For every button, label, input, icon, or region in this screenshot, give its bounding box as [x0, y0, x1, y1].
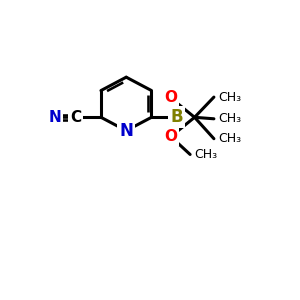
- Text: CH₃: CH₃: [195, 148, 218, 161]
- Text: N: N: [49, 110, 61, 125]
- Text: O: O: [164, 91, 177, 106]
- Text: CH₃: CH₃: [218, 112, 242, 125]
- Text: B: B: [170, 108, 183, 126]
- Text: O: O: [164, 129, 177, 144]
- Text: CH₃: CH₃: [218, 132, 242, 145]
- Text: N: N: [119, 122, 133, 140]
- Text: C: C: [70, 110, 81, 125]
- Text: CH₃: CH₃: [218, 91, 242, 103]
